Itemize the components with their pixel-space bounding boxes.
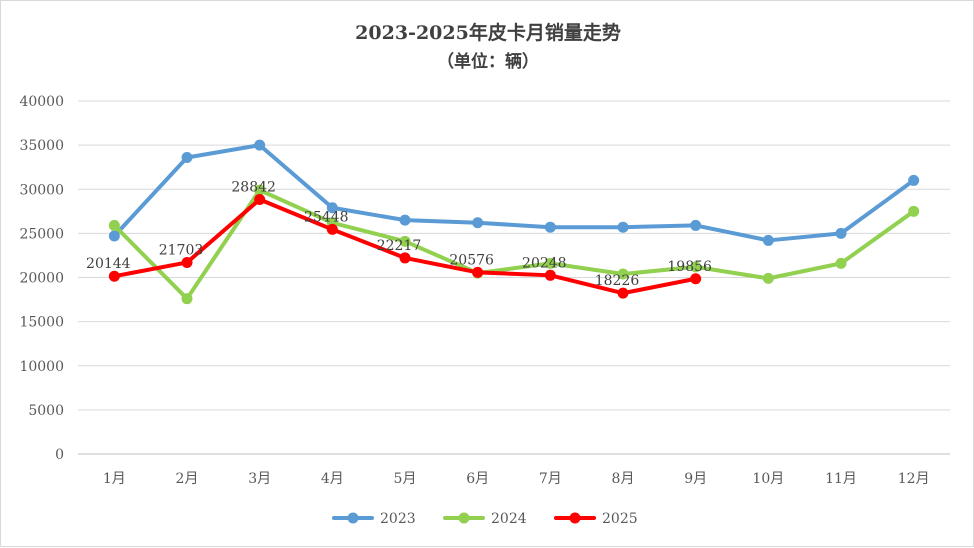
series-2025 [108, 193, 702, 299]
y-tick-label: 15000 [19, 315, 64, 331]
series-line-2023 [112, 143, 916, 243]
data-labels: 20144 21703 28842 25448 22217 20576 20248 18226… [86, 179, 712, 289]
chart-subtitle: （单位：辆） [437, 51, 539, 72]
y-tick-label: 25000 [19, 226, 64, 242]
data-label: 20144 [86, 256, 131, 272]
data-point [108, 219, 120, 231]
x-tick-label: 5月 [394, 471, 417, 487]
data-point [399, 235, 411, 247]
data-label: 28842 [231, 179, 276, 195]
data-point [254, 139, 266, 151]
legend-swatch-marker [458, 512, 470, 524]
x-tick-label: 7月 [539, 471, 562, 487]
data-label: 18226 [595, 273, 640, 289]
data-point [181, 256, 193, 268]
x-tick-label: 9月 [684, 471, 707, 487]
y-tick-label: 20000 [19, 271, 64, 287]
y-tick-label: 40000 [19, 94, 64, 110]
legend-item-2025: 2025 [554, 511, 638, 527]
legend-item-2024: 2024 [443, 511, 527, 527]
chart-title: 2023-2025年皮卡月销量走势 [355, 21, 621, 44]
series-2023 [108, 139, 920, 246]
data-label: 22217 [377, 238, 422, 254]
data-point [908, 174, 920, 186]
y-tick-label: 5000 [28, 403, 64, 419]
data-label: 21703 [159, 242, 204, 258]
legend-item-2023: 2023 [332, 511, 416, 527]
data-label: 25448 [304, 209, 349, 225]
data-point [399, 214, 411, 226]
data-point [690, 273, 702, 285]
data-point [690, 219, 702, 231]
data-point [835, 257, 847, 269]
legend-swatch-marker [347, 512, 359, 524]
data-point [254, 193, 266, 205]
x-axis: 1月 2月 3月 4月 5月 6月 7月 8月 9月 10月 11月 12月 [78, 453, 950, 487]
data-label: 19856 [667, 259, 712, 275]
data-point [254, 184, 266, 196]
data-point [762, 234, 774, 246]
legend-label: 2024 [491, 511, 527, 527]
data-point [908, 205, 920, 217]
data-point [472, 266, 484, 278]
x-tick-label: 1月 [103, 471, 126, 487]
data-point [544, 257, 556, 269]
data-label: 20248 [522, 255, 567, 271]
data-point [762, 272, 774, 284]
data-point [181, 293, 193, 305]
x-tick-label: 11月 [825, 471, 857, 487]
x-tick-label: 6月 [466, 471, 489, 487]
x-tick-label: 2月 [176, 471, 199, 487]
legend-swatch-marker [569, 512, 581, 524]
x-tick-label: 3月 [248, 471, 271, 487]
y-axis-tick-labels: 0 5000 10000 15000 20000 25000 30000 35000 40000 [19, 94, 64, 463]
y-tick-label: 35000 [19, 138, 64, 154]
x-tick-label: 8月 [612, 471, 635, 487]
data-point [617, 287, 629, 299]
data-point [472, 217, 484, 229]
series-lines [108, 139, 920, 305]
data-point [181, 151, 193, 163]
data-point [617, 268, 629, 280]
x-tick-label: 12月 [898, 471, 930, 487]
legend-label: 2023 [380, 511, 416, 527]
y-tick-label: 10000 [19, 359, 64, 375]
data-point [544, 221, 556, 233]
y-tick-label: 30000 [19, 182, 64, 198]
data-point [326, 202, 338, 214]
series-line-2024 [112, 188, 916, 301]
x-tick-label: 10月 [752, 471, 784, 487]
data-point [617, 221, 629, 233]
y-tick-label: 0 [55, 447, 64, 463]
legend: 2023 2024 2025 [332, 511, 638, 527]
gridlines [78, 100, 950, 411]
series-2024 [108, 184, 920, 305]
data-point [835, 227, 847, 239]
data-label: 20576 [449, 252, 494, 268]
data-point [326, 223, 338, 235]
data-point [108, 270, 120, 282]
legend-label: 2025 [602, 511, 638, 527]
data-point [690, 261, 702, 273]
x-tick-label: 4月 [321, 471, 344, 487]
data-point [399, 252, 411, 264]
data-point [544, 269, 556, 281]
data-point [108, 230, 120, 242]
